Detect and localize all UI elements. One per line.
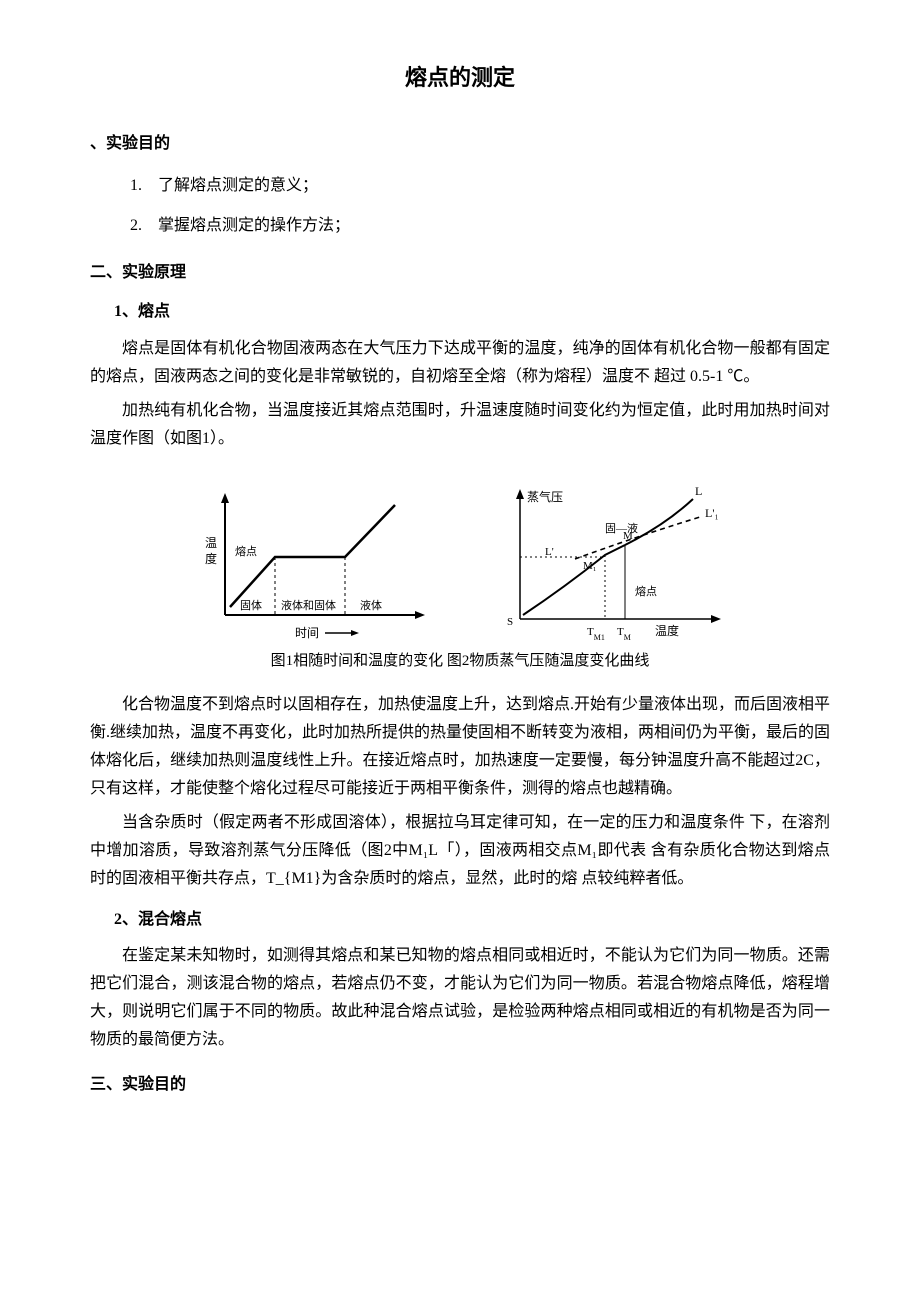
s2s1-p2: 加热纯有机化合物，当温度接近其熔点范围时，升温速度随时间变化约为恒定值，此时用加…	[90, 397, 830, 453]
figures-row: 温 度 熔点 固体 液体和固体 液体 时间 蒸气压 S	[90, 477, 830, 647]
section2-sub1-heading: 1、熔点	[90, 299, 830, 325]
s2s1-p4: 当含杂质时（假定两者不形成固溶体），根据拉乌耳定律可知，在一定的压力和温度条件 …	[90, 809, 830, 893]
s2s1-p1: 熔点是固体有机化合物固液两态在大气压力下达成平衡的温度，纯净的固体有机化合物一般…	[90, 335, 830, 391]
fig2-L1: L'₁	[705, 506, 719, 520]
fig2-rp: 熔点	[635, 584, 657, 598]
fig2-L: L	[695, 484, 702, 498]
fig2-S: S	[507, 616, 513, 628]
section2-heading: 二、实验原理	[90, 260, 830, 286]
section3-heading: 三、实验目的	[90, 1072, 830, 1098]
fig2-ylabel: 蒸气压	[527, 489, 563, 504]
fig1-xlabel: 时间	[295, 626, 319, 640]
figure-1: 温 度 熔点 固体 液体和固体 液体 时间	[185, 487, 435, 647]
fig2-xlabel: 温度	[655, 623, 679, 638]
fig1-rp: 熔点	[235, 544, 257, 558]
doc-title: 熔点的测定	[90, 60, 830, 95]
section1-list: 1. 了解熔点测定的意义； 2. 掌握熔点测定的操作方法；	[90, 171, 830, 242]
fig1-xseg1: 固体	[240, 598, 262, 612]
fig2-guye: 固—液	[605, 521, 638, 535]
fig2-Lp: L'	[545, 546, 554, 558]
figures-caption: 图1相随时间和温度的变化 图2物质蒸气压随温度变化曲线	[90, 649, 830, 673]
fig1-xseg3: 液体	[360, 598, 382, 612]
s2s1-p3: 化合物温度不到熔点时以固相存在，加热使温度上升，达到熔点.开始有少量液体出现，而…	[90, 691, 830, 803]
s1-item-2: 2. 掌握熔点测定的操作方法；	[130, 211, 830, 241]
section2-sub2-heading: 2、混合熔点	[90, 907, 830, 933]
s2s2-p1: 在鉴定某未知物时，如测得其熔点和某已知物的熔点相同或相近时，不能认为它们为同一物…	[90, 942, 830, 1054]
fig2-M1: M₁	[583, 560, 597, 572]
section1-heading: 、实验目的	[90, 131, 830, 157]
s1-item-1: 1. 了解熔点测定的意义；	[130, 171, 830, 201]
fig1-xseg2: 液体和固体	[281, 598, 336, 612]
fig1-ylabel-top: 温	[205, 536, 217, 550]
fig1-ylabel-bot: 度	[205, 551, 217, 566]
figure-2: 蒸气压 S L L'₁ M M₁ L' 固—液 熔点 TM1 TM 温度	[475, 477, 735, 647]
